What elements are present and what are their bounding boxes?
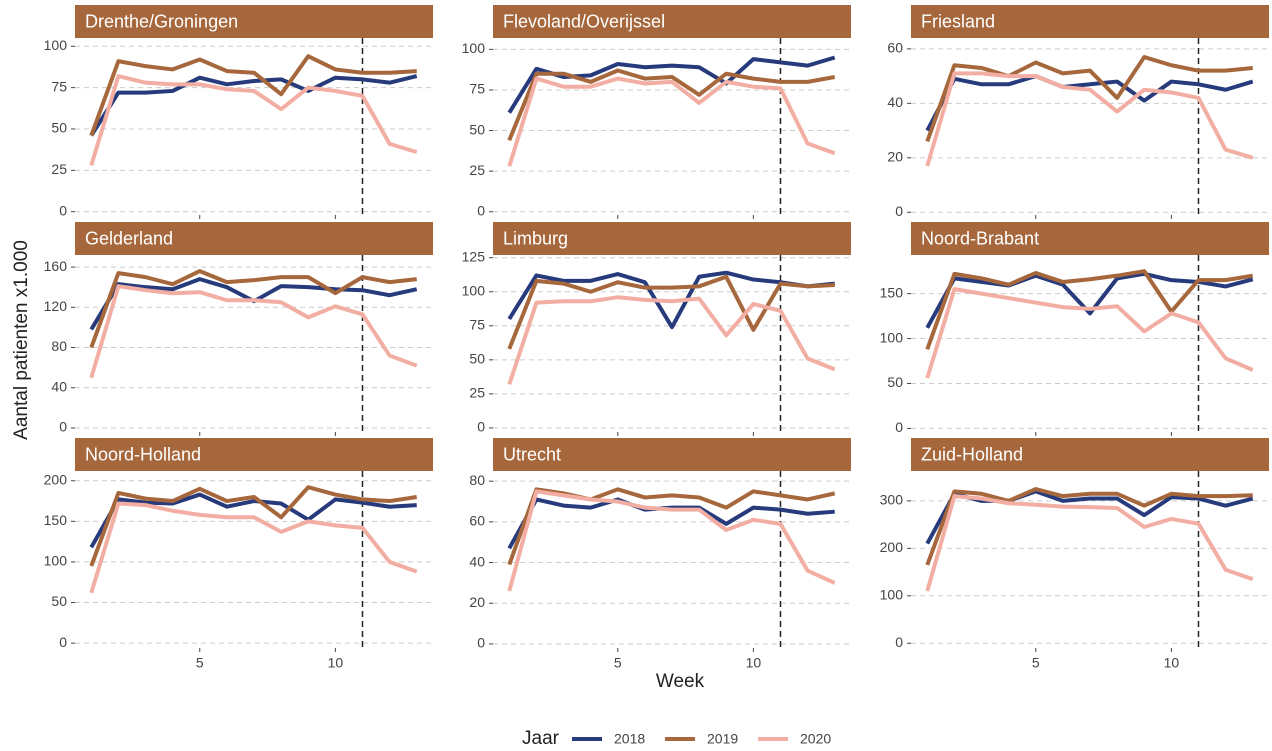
y-tick-label: 0 — [477, 635, 485, 651]
y-tick-label: 300 — [880, 492, 904, 508]
y-tick-label: 100 — [462, 40, 486, 56]
legend-label: 2018 — [614, 731, 645, 747]
x-tick-label: 10 — [746, 655, 762, 671]
series-line — [89, 74, 418, 166]
facet-title: Limburg — [503, 228, 568, 248]
series-line — [507, 76, 836, 167]
y-tick-label: 50 — [887, 374, 903, 390]
series-line — [507, 497, 835, 550]
series-line — [925, 71, 1254, 167]
y-tick-label: 25 — [469, 385, 485, 401]
y-tick-label: 20 — [469, 594, 485, 610]
facet-strip — [493, 222, 851, 255]
series-line — [507, 68, 836, 142]
y-tick-label: 60 — [887, 40, 903, 56]
series-line — [89, 492, 417, 549]
x-axis-label: Week — [656, 671, 705, 692]
series-line — [925, 74, 1254, 132]
facet-title: Drenthe/Groningen — [85, 11, 238, 31]
x-tick-label: 10 — [328, 655, 344, 671]
y-tick-label: 0 — [895, 634, 903, 650]
facet-strip — [911, 222, 1269, 255]
series-line — [925, 487, 1253, 566]
series-line — [507, 274, 835, 350]
facet-title: Noord-Holland — [85, 444, 201, 464]
y-tick-label: 75 — [51, 78, 67, 94]
y-tick-label: 80 — [469, 472, 485, 488]
y-tick-label: 40 — [51, 378, 67, 394]
x-tick-label: 10 — [1164, 655, 1180, 671]
series-line — [507, 487, 836, 566]
y-tick-label: 80 — [51, 338, 67, 354]
series-line — [89, 269, 417, 349]
y-tick-label: 100 — [44, 553, 68, 569]
series-line — [89, 485, 418, 567]
y-axis-label: Aantal patienten x1.000 — [11, 240, 32, 440]
facet-title: Friesland — [921, 11, 995, 31]
y-tick-label: 125 — [462, 248, 486, 264]
y-tick-label: 50 — [469, 121, 485, 137]
y-tick-label: 200 — [44, 471, 68, 487]
y-tick-label: 120 — [44, 298, 68, 314]
facet-title: Gelderland — [85, 228, 173, 248]
y-tick-label: 40 — [887, 94, 903, 110]
series-line — [925, 494, 1254, 592]
y-tick-label: 20 — [887, 149, 903, 165]
facet-title: Flevoland/Overijssel — [503, 11, 665, 31]
facet-title: Zuid-Holland — [921, 444, 1023, 464]
y-tick-label: 0 — [59, 419, 67, 435]
y-tick-label: 160 — [44, 258, 68, 274]
series-line — [507, 489, 836, 592]
legend-title: Jaar — [522, 728, 560, 749]
y-tick-label: 0 — [477, 419, 485, 435]
facet-strip — [911, 438, 1269, 471]
facet-title: Utrecht — [503, 444, 561, 464]
x-tick-label: 5 — [614, 655, 622, 671]
y-tick-label: 0 — [59, 202, 67, 218]
y-tick-label: 50 — [469, 351, 485, 367]
y-tick-label: 25 — [469, 162, 485, 178]
y-tick-label: 100 — [880, 587, 904, 603]
series-line — [925, 287, 1254, 379]
y-tick-label: 0 — [895, 419, 903, 435]
facet-strip — [911, 5, 1269, 38]
facet-strip — [75, 222, 433, 255]
x-tick-label: 5 — [1032, 655, 1040, 671]
y-tick-label: 100 — [44, 37, 68, 53]
y-tick-label: 75 — [469, 81, 485, 97]
series-line — [89, 284, 418, 379]
series-line — [925, 489, 1254, 545]
y-tick-label: 200 — [880, 539, 904, 555]
x-tick-label: 5 — [196, 655, 204, 671]
facet-title: Noord-Brabant — [921, 228, 1039, 248]
y-tick-label: 150 — [880, 284, 904, 300]
y-tick-label: 50 — [51, 120, 67, 136]
y-tick-label: 150 — [44, 512, 68, 528]
series-line — [925, 269, 1254, 351]
y-tick-label: 0 — [895, 203, 903, 219]
facet-strip — [493, 5, 851, 38]
facet-strip — [75, 438, 433, 471]
y-tick-label: 0 — [59, 634, 67, 650]
y-tick-label: 75 — [469, 317, 485, 333]
legend-label: 2019 — [707, 731, 738, 747]
series-line — [89, 74, 418, 137]
y-tick-label: 25 — [51, 161, 67, 177]
y-tick-label: 40 — [469, 553, 485, 569]
series-line — [507, 295, 836, 385]
y-tick-label: 60 — [469, 513, 485, 529]
y-tick-label: 50 — [51, 593, 67, 609]
series-line — [925, 55, 1253, 143]
series-line — [89, 501, 418, 594]
series-line — [89, 54, 417, 137]
series-line — [507, 55, 836, 114]
legend-label: 2020 — [800, 731, 831, 747]
facet-strip — [493, 438, 851, 471]
facet-strip — [75, 5, 433, 38]
y-tick-label: 0 — [477, 202, 485, 218]
y-tick-label: 100 — [462, 282, 486, 298]
y-tick-label: 100 — [880, 329, 904, 345]
